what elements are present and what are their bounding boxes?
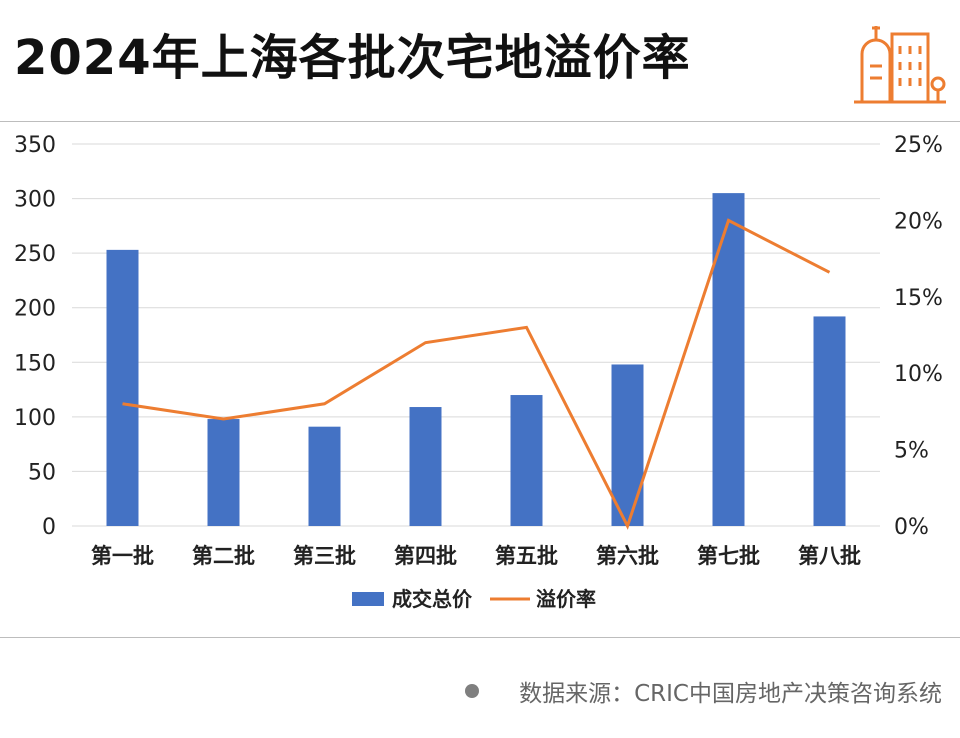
category-label: 第六批 (596, 544, 659, 568)
left-tick-label: 300 (14, 188, 56, 213)
x-axis: 第一批 第二批 第三批 第四批 第五批 第六批 第七批 第八批 (91, 544, 861, 568)
bar (813, 316, 846, 526)
category-label: 第四批 (394, 544, 457, 568)
left-tick-label: 250 (14, 242, 56, 267)
bar (308, 426, 341, 526)
bar-series (106, 193, 846, 526)
category-label: 第二批 (192, 544, 255, 568)
line-series (122, 218, 831, 530)
legend-label-bar: 成交总价 (392, 587, 473, 611)
buildings-icon (854, 26, 946, 104)
category-label: 第五批 (495, 544, 558, 568)
page-title: 2024年上海各批次宅地溢价率 (14, 30, 691, 86)
bar (712, 193, 745, 526)
legend: 成交总价 溢价率 (352, 587, 596, 611)
category-label: 第一批 (91, 544, 154, 568)
left-tick-label: 0 (42, 515, 56, 540)
left-tick-label: 350 (14, 133, 56, 158)
bullet-dot (465, 684, 480, 698)
left-tick-label: 50 (28, 460, 56, 485)
legend-swatch-bar (352, 592, 384, 606)
left-axis: 0 50 100 150 200 250 300 350 (14, 133, 56, 540)
left-tick-label: 150 (14, 351, 56, 376)
source-note: 数据来源：CRIC中国房地产决策咨询系统 (465, 674, 942, 708)
category-label: 第七批 (697, 544, 760, 568)
left-tick-label: 100 (14, 406, 56, 431)
category-label: 第三批 (293, 544, 356, 568)
right-axis: 0% 5% 10% 15% 20% 25% (894, 133, 943, 540)
category-label: 第八批 (798, 544, 861, 568)
bar (611, 364, 644, 526)
source-text: 数据来源：CRIC中国房地产决策咨询系统 (519, 681, 942, 707)
right-tick-label: 5% (894, 439, 929, 464)
right-tick-label: 20% (894, 209, 943, 234)
right-tick-label: 25% (894, 133, 943, 158)
top-divider (0, 121, 960, 122)
bar (510, 395, 543, 526)
bar (207, 419, 240, 526)
right-tick-label: 15% (894, 286, 943, 311)
bar (409, 407, 442, 526)
right-tick-label: 0% (894, 515, 929, 540)
chart: 0 50 100 150 200 250 300 350 0% 5% 10% 15% 20% 25% 第… (14, 133, 943, 611)
right-tick-label: 10% (894, 362, 943, 387)
legend-label-line: 溢价率 (536, 587, 596, 611)
gridlines (72, 143, 880, 527)
bar (106, 249, 139, 526)
left-tick-label: 200 (14, 297, 56, 322)
bottom-divider (0, 637, 960, 638)
